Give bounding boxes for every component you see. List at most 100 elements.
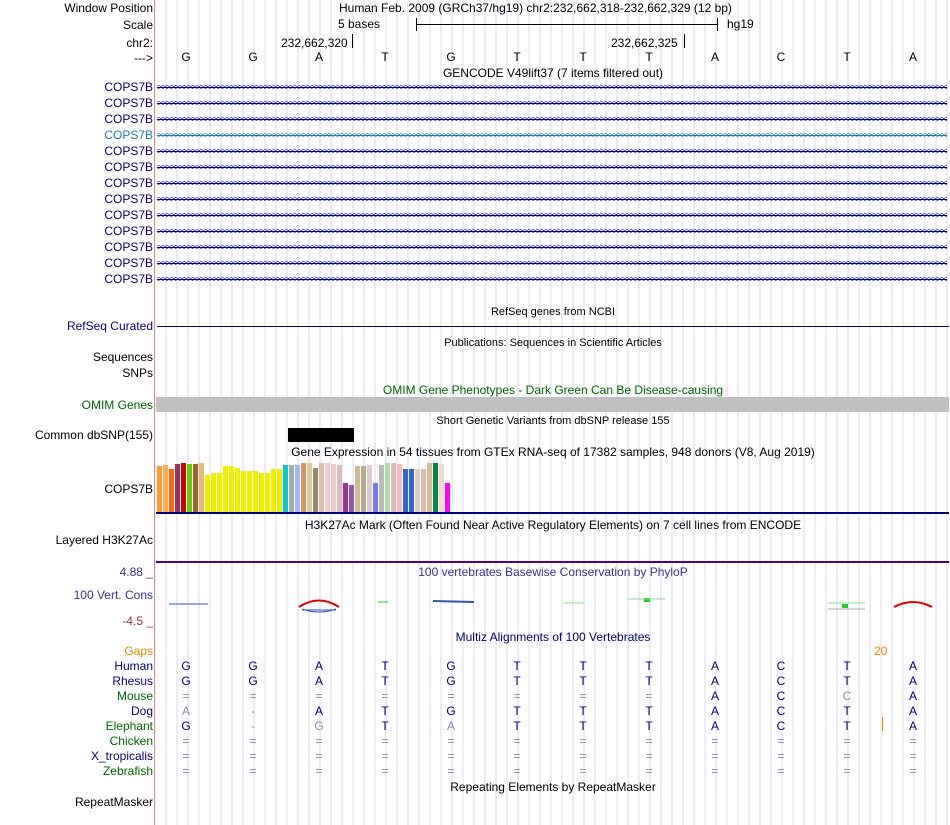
omim-feature-bar[interactable] <box>156 397 949 412</box>
omim-label[interactable]: OMIM Genes <box>81 398 153 412</box>
sequences-label[interactable]: Sequences <box>92 350 153 364</box>
gtex-tissue-bar[interactable] <box>379 465 384 512</box>
gtex-tissue-bar[interactable] <box>415 469 420 512</box>
gencode-transcript[interactable]: >>>>>>>>>>>>>>>>>>>>>>>>>>>>>>>>>>>>>>>>… <box>157 114 947 125</box>
gencode-row-label[interactable]: COPS7B <box>104 80 153 94</box>
gtex-tissue-bar[interactable] <box>289 465 294 512</box>
dbsnp-label[interactable]: Common dbSNP(155) <box>34 428 153 442</box>
gtex-tissue-bar[interactable] <box>397 464 402 512</box>
gtex-tissue-bar[interactable] <box>331 464 336 512</box>
gtex-tissue-bar[interactable] <box>421 469 426 512</box>
gencode-row-label[interactable]: COPS7B <box>104 208 153 222</box>
species-label[interactable]: Zebrafish <box>102 764 153 778</box>
phylop-wiggle[interactable] <box>156 590 950 620</box>
gtex-tissue-bar[interactable] <box>175 464 180 512</box>
species-label[interactable]: Mouse <box>116 689 153 703</box>
gencode-row-label[interactable]: COPS7B <box>104 112 153 126</box>
gencode-row-label[interactable]: COPS7B <box>104 176 153 190</box>
publications-title[interactable]: Publications: Sequences in Scientific Ar… <box>444 337 662 349</box>
gencode-transcript[interactable]: >>>>>>>>>>>>>>>>>>>>>>>>>>>>>>>>>>>>>>>>… <box>157 226 947 237</box>
gencode-row-label[interactable]: COPS7B <box>104 144 153 158</box>
gtex-tissue-bar[interactable] <box>409 469 414 512</box>
gencode-row-label[interactable]: COPS7B <box>104 240 153 254</box>
species-label[interactable]: Dog <box>130 704 153 718</box>
gtex-tissue-bar[interactable] <box>181 463 186 512</box>
gtex-tissue-bar[interactable] <box>349 485 354 512</box>
snps-label[interactable]: SNPs <box>122 366 153 380</box>
species-label[interactable]: X_tropicalis <box>90 749 153 763</box>
refseq-gene-line[interactable] <box>157 326 949 327</box>
gtex-tissue-bar[interactable] <box>169 469 174 512</box>
gtex-tissue-bar[interactable] <box>187 464 192 512</box>
phylop-label[interactable]: 100 Vert. Cons <box>73 588 153 602</box>
gtex-bar-chart[interactable] <box>156 461 556 512</box>
h3k27ac-title[interactable]: H3K27Ac Mark (Often Found Near Active Re… <box>304 518 802 532</box>
gencode-row-label[interactable]: COPS7B <box>104 224 153 238</box>
gtex-tissue-bar[interactable] <box>319 463 324 512</box>
gtex-tissue-bar[interactable] <box>265 473 270 512</box>
gencode-transcript[interactable]: >>>>>>>>>>>>>>>>>>>>>>>>>>>>>>>>>>>>>>>>… <box>157 130 947 141</box>
gtex-tissue-bar[interactable] <box>163 465 168 512</box>
omim-title[interactable]: OMIM Gene Phenotypes - Dark Green Can Be… <box>382 383 724 397</box>
gtex-tissue-bar[interactable] <box>199 463 204 512</box>
gtex-tissue-bar[interactable] <box>271 469 276 512</box>
gencode-title[interactable]: GENCODE V49lift37 (7 items filtered out) <box>442 66 664 80</box>
species-label[interactable]: Elephant <box>105 719 153 733</box>
gencode-row-label[interactable]: COPS7B <box>104 128 153 142</box>
gtex-tissue-bar[interactable] <box>247 471 252 512</box>
gencode-transcript[interactable]: >>>>>>>>>>>>>>>>>>>>>>>>>>>>>>>>>>>>>>>>… <box>157 82 947 93</box>
gencode-row-label[interactable]: COPS7B <box>104 160 153 174</box>
h3k27ac-label[interactable]: Layered H3K27Ac <box>55 533 153 547</box>
refseq-label[interactable]: RefSeq Curated <box>66 319 153 333</box>
dbsnp-variant-block[interactable] <box>288 428 354 442</box>
species-label[interactable]: Chicken <box>109 734 153 748</box>
gtex-tissue-bar[interactable] <box>217 473 222 512</box>
gtex-tissue-bar[interactable] <box>307 463 312 512</box>
gtex-tissue-bar[interactable] <box>157 466 162 512</box>
dbsnp-title[interactable]: Short Genetic Variants from dbSNP releas… <box>436 415 670 427</box>
gtex-tissue-bar[interactable] <box>241 471 246 512</box>
gtex-tissue-bar[interactable] <box>439 464 444 512</box>
gtex-tissue-bar[interactable] <box>325 463 330 512</box>
gtex-tissue-bar[interactable] <box>193 464 198 512</box>
gencode-transcript[interactable]: >>>>>>>>>>>>>>>>>>>>>>>>>>>>>>>>>>>>>>>>… <box>157 178 947 189</box>
gencode-transcript[interactable]: >>>>>>>>>>>>>>>>>>>>>>>>>>>>>>>>>>>>>>>>… <box>157 98 947 109</box>
gencode-row-label[interactable]: COPS7B <box>104 96 153 110</box>
gtex-tissue-bar[interactable] <box>253 471 258 512</box>
gtex-tissue-bar[interactable] <box>283 465 288 512</box>
gencode-row-label[interactable]: COPS7B <box>104 272 153 286</box>
gencode-transcript[interactable]: >>>>>>>>>>>>>>>>>>>>>>>>>>>>>>>>>>>>>>>>… <box>157 162 947 173</box>
gtex-tissue-bar[interactable] <box>445 483 450 512</box>
gtex-tissue-bar[interactable] <box>433 463 438 512</box>
gencode-transcript[interactable]: >>>>>>>>>>>>>>>>>>>>>>>>>>>>>>>>>>>>>>>>… <box>157 194 947 205</box>
gtex-tissue-bar[interactable] <box>367 465 372 512</box>
gtex-tissue-bar[interactable] <box>229 466 234 512</box>
gtex-tissue-bar[interactable] <box>259 473 264 512</box>
gtex-tissue-bar[interactable] <box>403 469 408 512</box>
gencode-transcript[interactable]: >>>>>>>>>>>>>>>>>>>>>>>>>>>>>>>>>>>>>>>>… <box>157 210 947 221</box>
gtex-tissue-bar[interactable] <box>313 468 318 512</box>
refseq-title[interactable]: RefSeq genes from NCBI <box>490 306 616 318</box>
gencode-transcript[interactable]: >>>>>>>>>>>>>>>>>>>>>>>>>>>>>>>>>>>>>>>>… <box>157 258 947 269</box>
gtex-tissue-bar[interactable] <box>385 463 390 512</box>
gtex-tissue-bar[interactable] <box>373 483 378 512</box>
gencode-transcript[interactable]: >>>>>>>>>>>>>>>>>>>>>>>>>>>>>>>>>>>>>>>>… <box>157 146 947 157</box>
gtex-tissue-bar[interactable] <box>277 469 282 512</box>
gtex-tissue-bar[interactable] <box>343 483 348 512</box>
gencode-transcript[interactable]: >>>>>>>>>>>>>>>>>>>>>>>>>>>>>>>>>>>>>>>>… <box>157 274 947 285</box>
gtex-title[interactable]: Gene Expression in 54 tissues from GTEx … <box>291 445 815 459</box>
species-label[interactable]: Human <box>114 659 153 673</box>
gtex-tissue-bar[interactable] <box>337 465 342 512</box>
species-label[interactable]: Rhesus <box>112 674 153 688</box>
gtex-tissue-bar[interactable] <box>235 468 240 512</box>
gtex-label[interactable]: COPS7B <box>104 482 153 496</box>
gtex-tissue-bar[interactable] <box>391 463 396 512</box>
multiz-title[interactable]: Multiz Alignments of 100 Vertebrates <box>455 630 651 644</box>
gencode-row-label[interactable]: COPS7B <box>104 256 153 270</box>
repeatmasker-label[interactable]: RepeatMasker <box>74 795 153 809</box>
gtex-tissue-bar[interactable] <box>355 466 360 512</box>
gtex-tissue-bar[interactable] <box>223 466 228 512</box>
phylop-title[interactable]: 100 vertebrates Basewise Conservation by… <box>418 565 688 579</box>
gtex-tissue-bar[interactable] <box>205 475 210 512</box>
gtex-tissue-bar[interactable] <box>211 473 216 512</box>
